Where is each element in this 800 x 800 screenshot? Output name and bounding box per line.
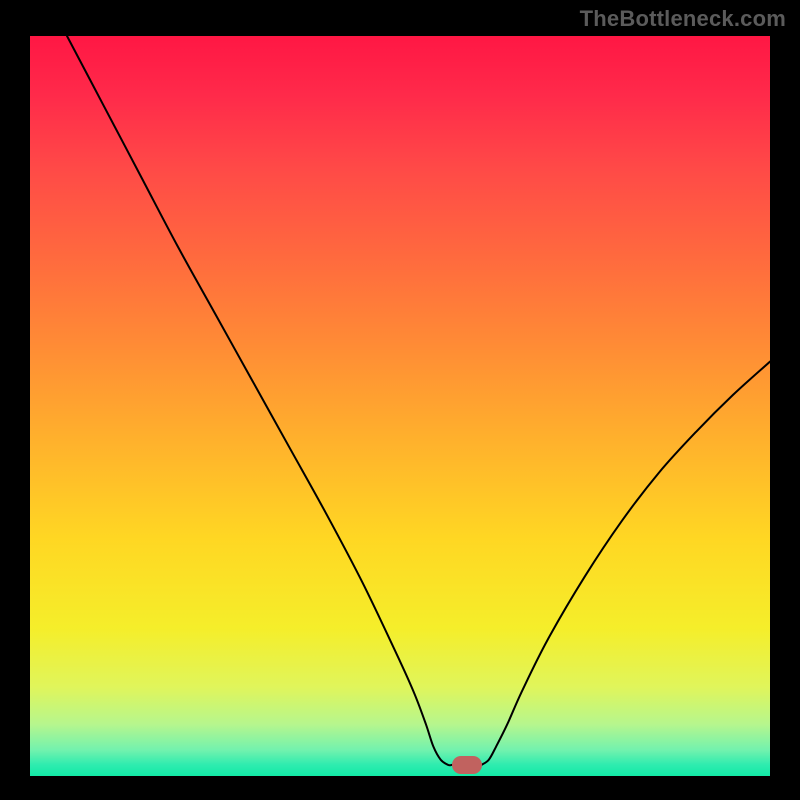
watermark-text: TheBottleneck.com xyxy=(580,6,786,32)
curve-path xyxy=(67,36,770,765)
optimal-marker xyxy=(452,756,482,774)
bottleneck-curve xyxy=(30,36,770,776)
plot-area xyxy=(30,36,770,776)
